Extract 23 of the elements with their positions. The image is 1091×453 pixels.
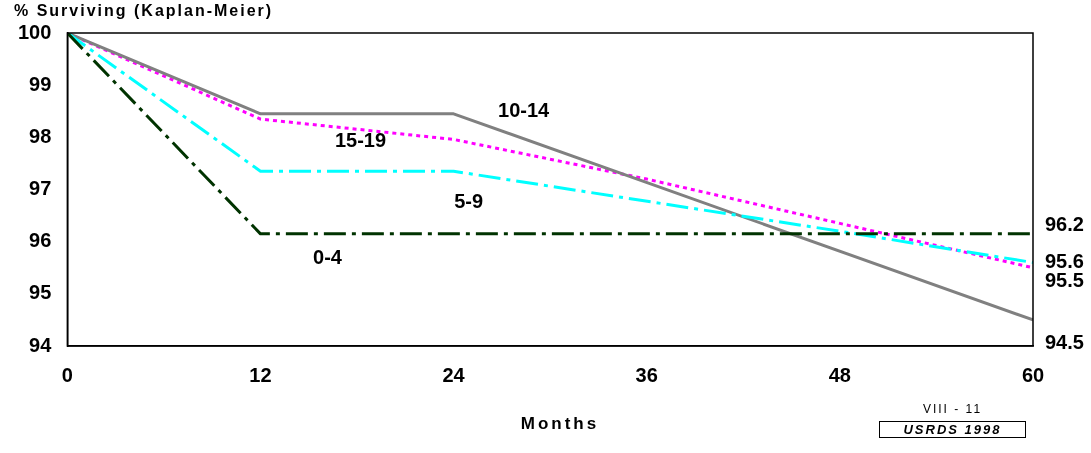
data-label: 96.2 bbox=[1045, 213, 1084, 236]
y-tick-label: 98 bbox=[29, 124, 52, 147]
y-axis-title: % Surviving (Kaplan-Meier) bbox=[14, 2, 274, 20]
x-tick-label: 48 bbox=[828, 363, 851, 386]
x-tick-label: 60 bbox=[1021, 363, 1045, 386]
y-tick-label: 99 bbox=[29, 72, 52, 95]
data-label: 94.5 bbox=[1045, 331, 1084, 354]
x-axis-title: Months bbox=[519, 414, 601, 434]
series-label: 15-19 bbox=[334, 128, 387, 151]
x-tick-label: 24 bbox=[442, 363, 466, 386]
y-tick-label: 94 bbox=[29, 333, 53, 356]
y-tick-label: 95 bbox=[29, 281, 52, 304]
y-tick-label: 97 bbox=[29, 177, 52, 200]
x-tick-label: 0 bbox=[61, 363, 73, 386]
series-label: 5-9 bbox=[454, 189, 484, 212]
y-tick-label: 96 bbox=[29, 229, 52, 252]
y-tick-label: 100 bbox=[17, 20, 52, 43]
series-label: 0-4 bbox=[313, 246, 343, 269]
text: USRDS 1998 bbox=[879, 421, 1026, 438]
x-tick-label: 12 bbox=[249, 363, 272, 386]
text: VIII - 11 bbox=[921, 402, 984, 416]
x-tick-label: 36 bbox=[635, 363, 658, 386]
series-label: 10-14 bbox=[498, 99, 551, 122]
